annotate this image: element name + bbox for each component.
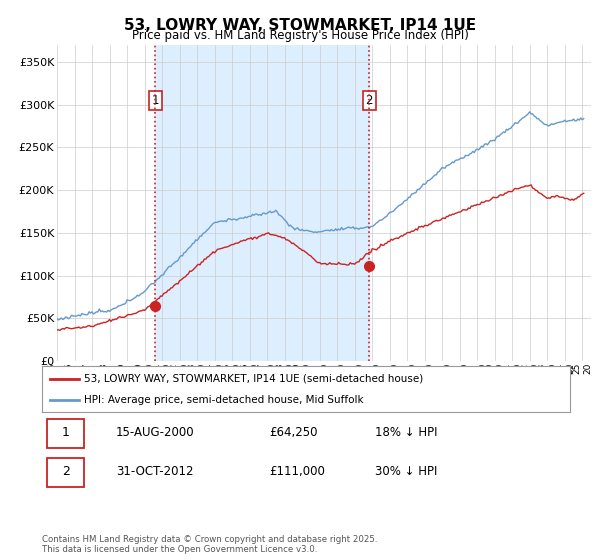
Text: 53, LOWRY WAY, STOWMARKET, IP14 1UE (semi-detached house): 53, LOWRY WAY, STOWMARKET, IP14 1UE (sem… <box>84 374 424 384</box>
Text: HPI: Average price, semi-detached house, Mid Suffolk: HPI: Average price, semi-detached house,… <box>84 395 364 405</box>
Text: 53, LOWRY WAY, STOWMARKET, IP14 1UE: 53, LOWRY WAY, STOWMARKET, IP14 1UE <box>124 18 476 33</box>
Text: 2: 2 <box>365 94 373 107</box>
Text: £111,000: £111,000 <box>269 465 325 478</box>
Text: 15-AUG-2000: 15-AUG-2000 <box>116 426 194 439</box>
FancyBboxPatch shape <box>47 458 84 487</box>
Text: 2: 2 <box>62 465 70 478</box>
Text: Contains HM Land Registry data © Crown copyright and database right 2025.
This d: Contains HM Land Registry data © Crown c… <box>42 535 377 554</box>
Text: 30% ↓ HPI: 30% ↓ HPI <box>374 465 437 478</box>
Text: 1: 1 <box>152 94 159 107</box>
Text: 18% ↓ HPI: 18% ↓ HPI <box>374 426 437 439</box>
FancyBboxPatch shape <box>47 419 84 448</box>
Text: Price paid vs. HM Land Registry's House Price Index (HPI): Price paid vs. HM Land Registry's House … <box>131 29 469 42</box>
Text: £64,250: £64,250 <box>269 426 317 439</box>
Bar <box>155 45 369 361</box>
Text: 1: 1 <box>62 426 70 439</box>
Text: 31-OCT-2012: 31-OCT-2012 <box>116 465 193 478</box>
